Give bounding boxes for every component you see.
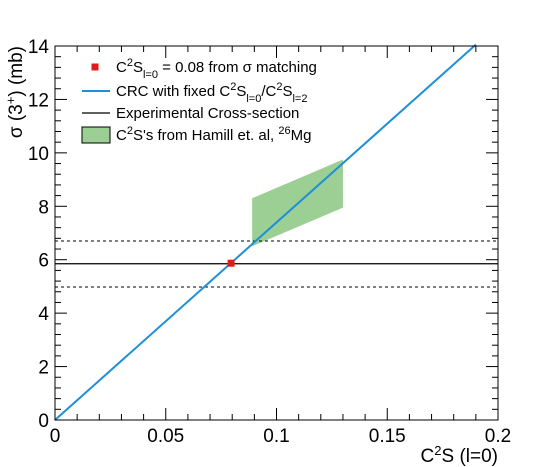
y-tick-label: 8 [38, 197, 49, 218]
x-tick-label: 0.1 [263, 426, 289, 447]
x-tick-label: 0 [50, 426, 61, 447]
legend-box-hamill [81, 126, 111, 144]
crc-line [54, 43, 477, 421]
y-tick-label: 2 [38, 358, 49, 379]
y-tick-label: 14 [28, 37, 50, 58]
y-tick-label: 4 [38, 304, 49, 325]
y-tick-label: 10 [28, 144, 49, 165]
y-tick-label: 12 [28, 90, 49, 111]
legend-label: C2S's from Hamill et. al, 26Mg [116, 125, 311, 144]
legend-marker [91, 63, 99, 71]
x-tick-label: 0.15 [369, 426, 406, 447]
y-axis-title: σ (3+) (mb) [3, 46, 28, 138]
matching-point [227, 259, 235, 267]
y-tick-label: 0 [38, 411, 49, 432]
legend-label: C2Sl=0 = 0.08 from σ matching [116, 57, 317, 81]
legend-label: Experimental Cross-section [116, 105, 299, 122]
x-tick-label: 0.2 [485, 426, 511, 447]
legend-label: CRC with fixed C2Sl=0/C2Sl=2 [116, 81, 307, 105]
y-tick-label: 6 [38, 251, 49, 272]
x-axis-title: C2S (l=0) [421, 443, 498, 467]
x-tick-label: 0.05 [147, 426, 184, 447]
